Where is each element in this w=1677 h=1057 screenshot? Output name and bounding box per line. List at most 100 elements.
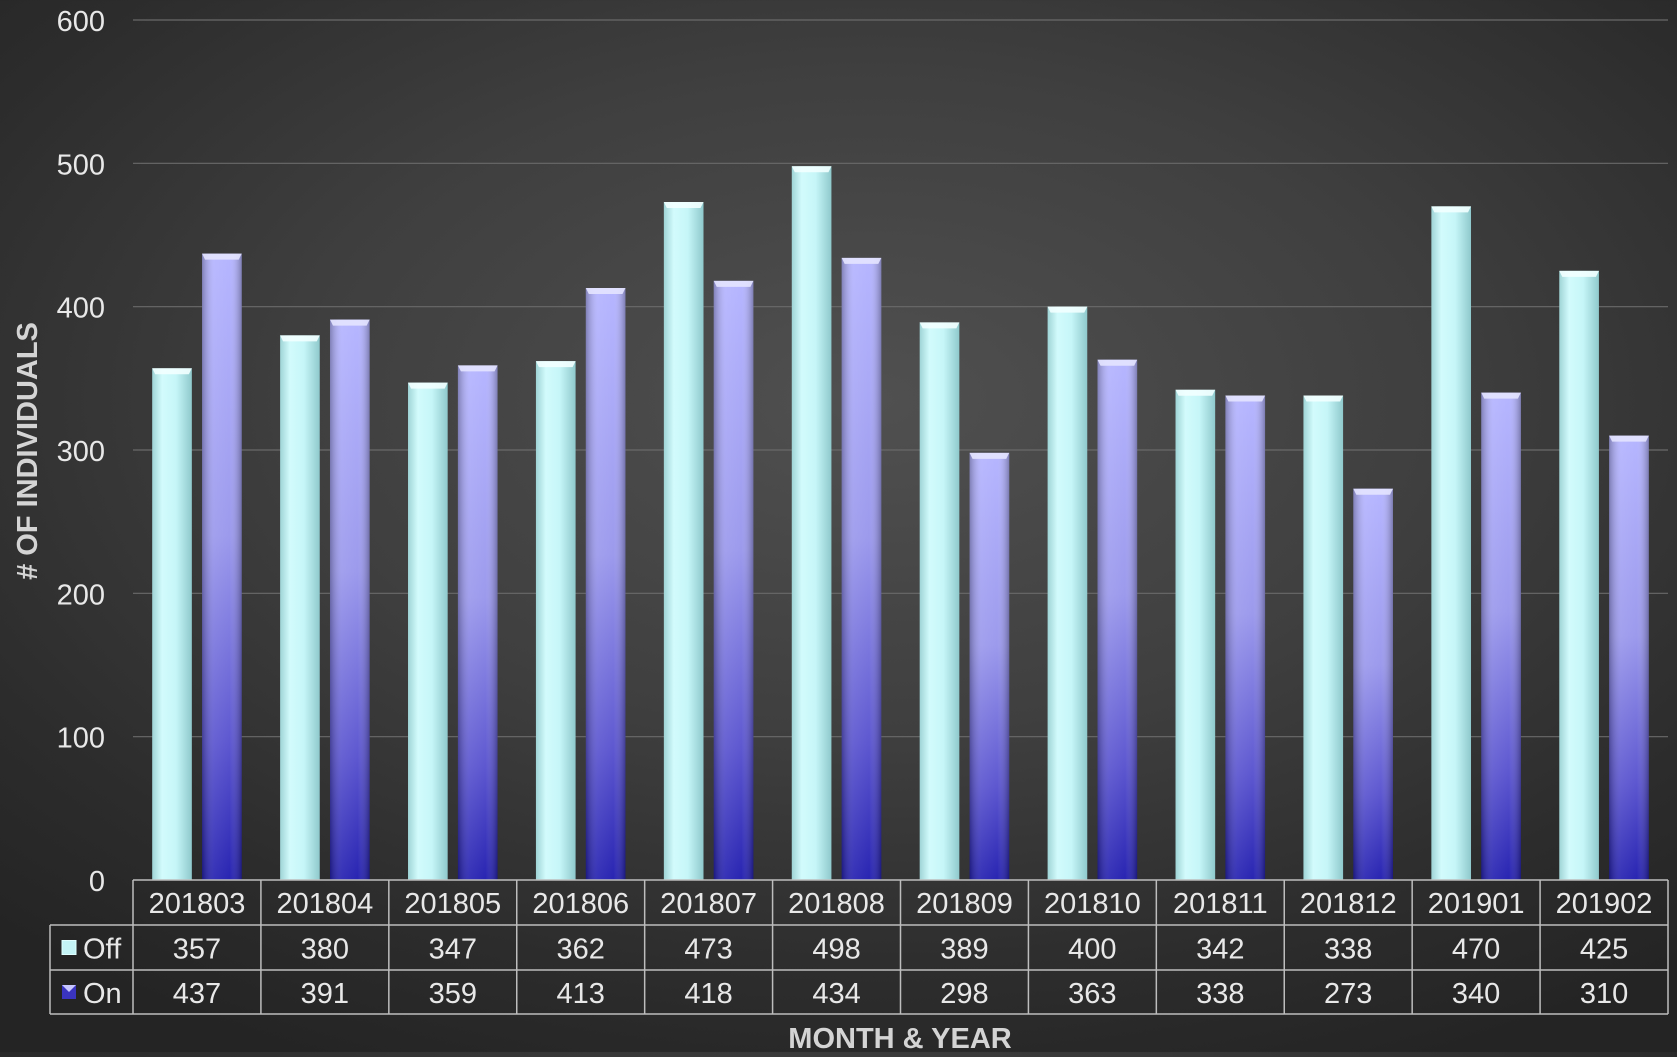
table-cell-value: 357 [173,934,221,966]
bar-shade [1353,488,1393,880]
table-cell-value: 298 [940,978,988,1010]
bar-cap [329,319,370,326]
bar-shade [713,280,754,880]
bar-cap [1225,395,1266,402]
bar-cap [791,166,832,173]
bar-cap [919,322,960,329]
x-axis-title: MONTH & YEAR [788,1023,1011,1052]
bar-off [791,166,832,880]
x-category-label: 201808 [788,888,885,920]
table-cell-value: 425 [1580,934,1628,966]
bar-cap [1175,389,1216,396]
table-cell-value: 342 [1196,934,1244,966]
data-table: 201803 201804 201805 201806 201807 201808 2018… [49,879,1669,1015]
bar-cap [202,253,242,260]
bar-cap [841,257,882,264]
table-cell-value: 473 [684,934,732,966]
bar-off [535,361,576,881]
gridlines [133,19,1668,738]
x-category-label: 201902 [1556,888,1653,920]
table-cell-value: 359 [429,978,477,1010]
table-cell-value: 400 [1068,934,1116,966]
bar-cap [280,335,320,342]
bar-off [1047,306,1088,881]
bar-off [1559,270,1599,880]
bar-shade [585,288,626,880]
table-cell-value: 418 [684,978,732,1010]
bar-off [152,368,192,880]
y-axis-title: # OF INDIVIDUALS [12,322,44,580]
table-cell-value: 347 [429,934,477,966]
x-category-label: 201810 [1044,888,1141,920]
bar-cap [457,365,498,372]
bar-shade [329,319,370,881]
x-category-label: 201809 [916,888,1013,920]
table-cell-value: 498 [812,934,860,966]
bar-off [1175,389,1216,880]
bar-shade [969,452,1010,880]
x-category-label: 201803 [149,888,246,920]
bar-off [919,322,960,880]
bar-off [1431,206,1472,881]
table-cell-value: 380 [301,934,349,966]
table-cell-value: 338 [1324,934,1372,966]
legend-key-on-cap [62,985,76,992]
bar-cap [713,280,754,287]
legend-label-on: On [83,978,122,1010]
x-category-label: 201901 [1428,888,1525,920]
bar-cap [663,202,704,209]
bar-cap [585,288,626,295]
x-category-label: 201806 [532,888,629,920]
bar-off [663,202,704,881]
bar-cap [1431,206,1472,213]
bars [152,166,1649,881]
bar-cap [1097,359,1138,366]
bar-cap [1559,270,1599,277]
table-cell-value: 338 [1196,978,1244,1010]
table-cell-value: 413 [557,978,605,1010]
table-cell-value: 273 [1324,978,1372,1010]
table-cell-value: 363 [1068,978,1116,1010]
y-tick-label: 0 [89,866,105,898]
x-category-label: 201805 [404,888,501,920]
bar-shade [1097,359,1138,880]
bar-cap [1353,488,1393,495]
y-axis-ticks: 0 100 200 300 400 500 600 [57,6,105,898]
table-cell-value: 362 [557,934,605,966]
legend-key-off [61,940,77,955]
x-category-label: 201812 [1300,888,1397,920]
bar-cap [535,361,576,368]
y-tick-label: 200 [57,579,105,611]
x-category-label: 201804 [276,888,373,920]
bar-cap [1047,306,1088,313]
bar-cap [969,452,1010,459]
bar-off [1303,395,1344,880]
bar-shade [1481,392,1521,880]
bar-shade [1225,395,1266,880]
y-tick-label: 500 [57,149,105,181]
bar-cap [1481,392,1521,399]
table-cell-value: 470 [1452,934,1500,966]
bar-shade [202,253,242,881]
table-cell-value: 340 [1452,978,1500,1010]
legend-label-off: Off [83,934,122,966]
table-cell-value: 389 [940,934,988,966]
bar-cap [1609,435,1649,442]
y-tick-label: 600 [57,6,105,38]
bar-off [408,382,448,880]
table-cell-value: 434 [812,978,860,1010]
x-category-label: 201811 [1173,888,1268,920]
bar-cap [1303,395,1344,402]
bar-cap [152,368,192,375]
bar-shade [457,365,498,880]
table-cell-value: 310 [1580,978,1628,1010]
y-tick-label: 400 [57,293,105,325]
bar-shade [841,257,882,880]
x-category-label: 201807 [660,888,757,920]
bar-cap [408,382,448,389]
table-cell-value: 437 [173,978,221,1010]
y-tick-label: 300 [57,436,105,468]
table-cell-value: 391 [301,978,349,1010]
